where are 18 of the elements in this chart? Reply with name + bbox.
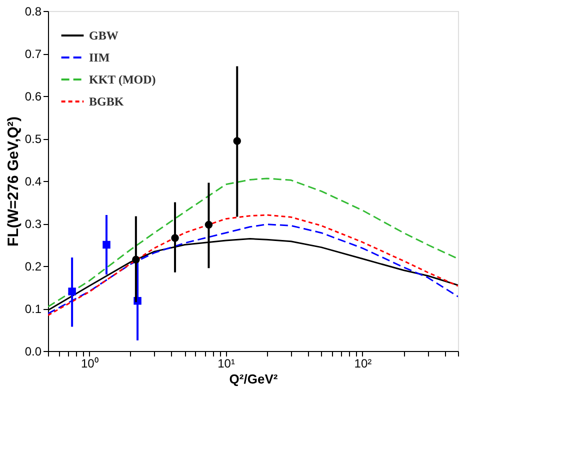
y-tick-label: 0.5 xyxy=(24,132,42,146)
legend-label: IIM xyxy=(89,50,110,64)
legend-label: KKT (MOD) xyxy=(89,72,156,86)
x-tick-label: 10¹ xyxy=(218,356,235,370)
x-axis-title: Q²/GeV² xyxy=(229,372,278,386)
y-tick-label: 0.4 xyxy=(24,174,42,188)
y-tick-label: 0.1 xyxy=(24,302,42,316)
y-tick-label: 0.0 xyxy=(24,344,42,358)
y-tick-label: 0.3 xyxy=(24,217,42,231)
y-axis-title: FL(W=276 GeV,Q²) xyxy=(4,116,22,246)
x-tick-label: 10² xyxy=(354,356,372,370)
legend-label: BGBK xyxy=(89,94,124,108)
legend-label: GBW xyxy=(89,28,118,42)
x-tick-label: 10⁰ xyxy=(80,356,98,370)
y-tick-label: 0.6 xyxy=(24,90,42,104)
y-tick-label: 0.8 xyxy=(24,4,42,18)
y-tick-label: 0.2 xyxy=(24,260,42,274)
y-tick-label: 0.7 xyxy=(24,47,42,61)
